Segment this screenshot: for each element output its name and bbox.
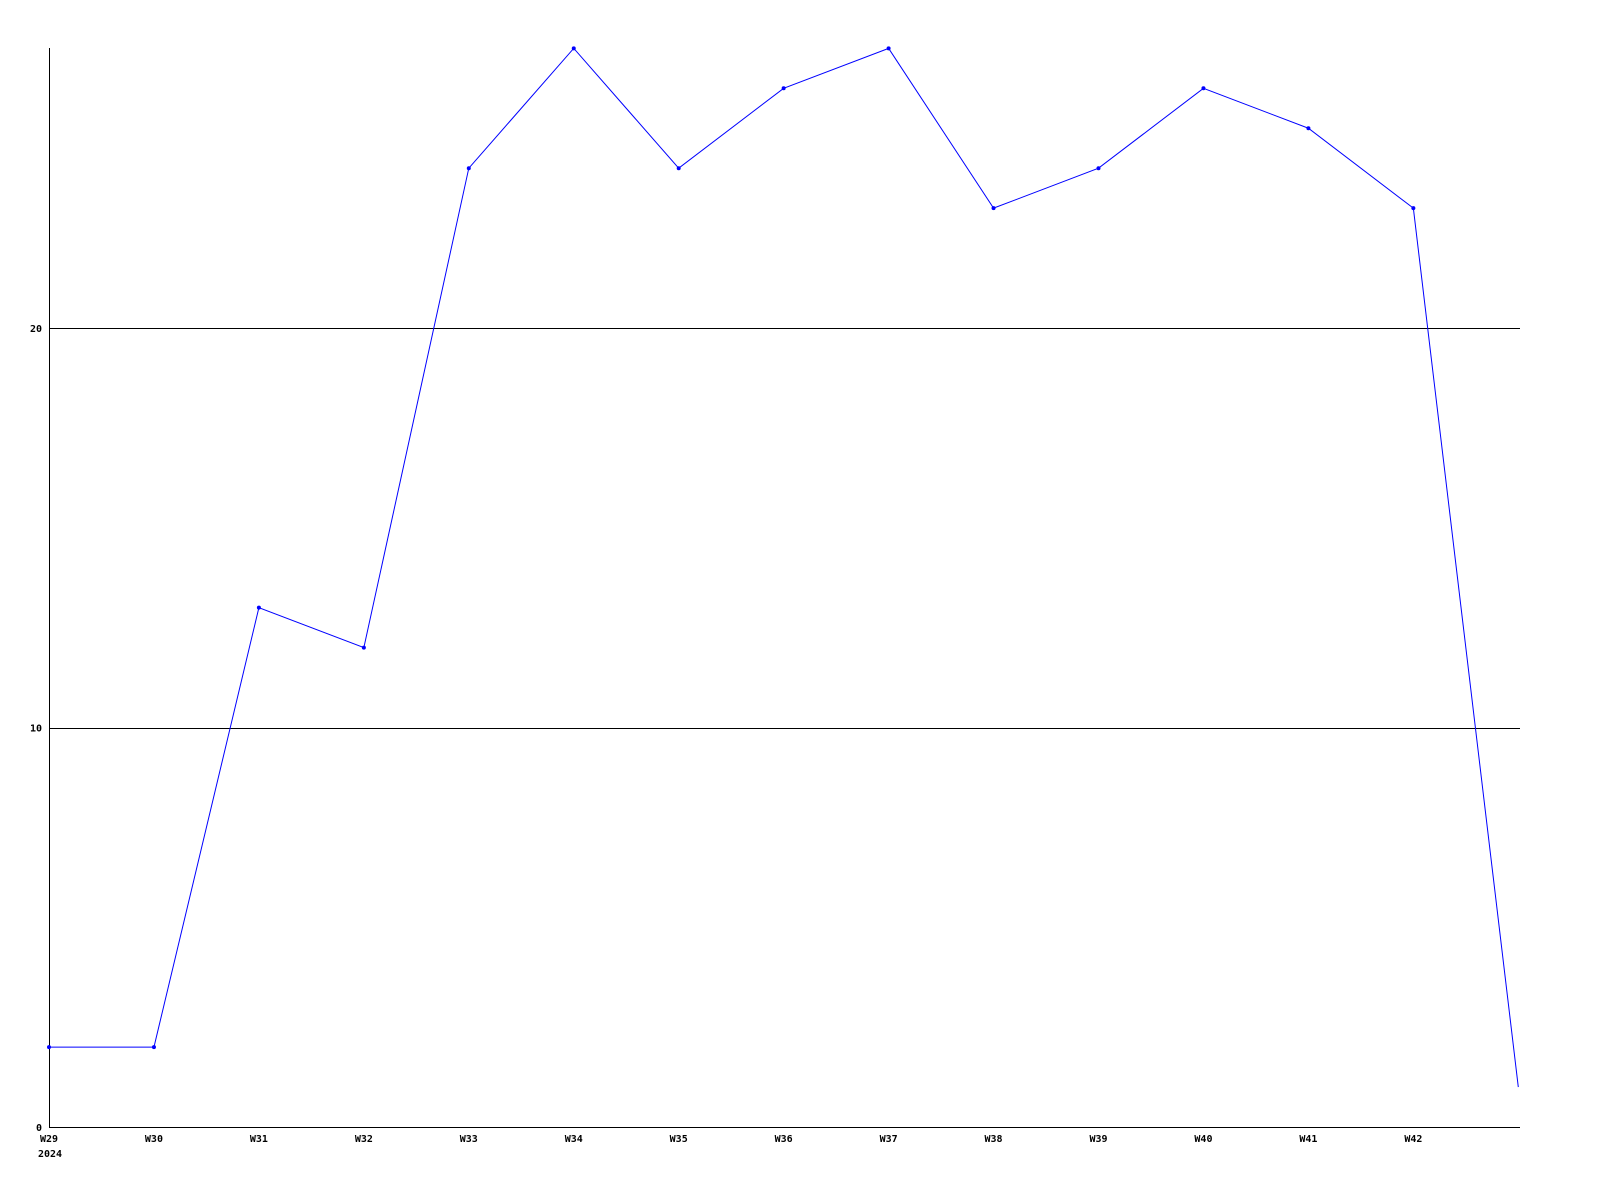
data-point-W31 [256, 605, 261, 610]
x-tick-label: W42 [1404, 1134, 1422, 1145]
data-point-W32 [361, 645, 366, 650]
x-tick-label: W36 [775, 1134, 793, 1145]
x-tick-label: W34 [565, 1134, 583, 1145]
y-tick-label: 0 [36, 1123, 42, 1134]
x-tick-label: W29 [40, 1134, 58, 1145]
data-point-W37 [886, 46, 891, 51]
x-tick-labels: 2024 W29 W30 W31 W32 W33 W34 W35 W36 W37 W38 W39 W4… [38, 1134, 1422, 1160]
data-point-W33 [466, 166, 471, 171]
x-tick-label: W33 [460, 1134, 478, 1145]
data-point-W42 [1411, 206, 1416, 211]
data-point-W29 [47, 1045, 51, 1050]
x-tick-label: W30 [145, 1134, 163, 1145]
axes [49, 48, 1520, 1128]
data-point-W38 [991, 206, 996, 211]
data-point-W40 [1201, 86, 1206, 91]
x-tick-label: W32 [355, 1134, 373, 1145]
data-point-W36 [781, 86, 786, 91]
x-tick-label: W41 [1299, 1134, 1317, 1145]
x-tick-label: W35 [670, 1134, 688, 1145]
data-point-W30 [151, 1045, 156, 1050]
x-tick-label: W40 [1194, 1134, 1212, 1145]
x-tick-label: W39 [1089, 1134, 1107, 1145]
x-tick-label: W37 [880, 1134, 898, 1145]
gridlines [49, 328, 1520, 729]
data-point-W35 [676, 166, 681, 171]
y-tick-labels: 0 10 20 [30, 324, 42, 1134]
x-tick-label: W38 [985, 1134, 1003, 1145]
series [47, 46, 1519, 1088]
x-tick-label: W31 [250, 1134, 268, 1145]
x-year-label: 2024 [38, 1149, 62, 1160]
data-point-W41 [1306, 126, 1311, 131]
y-tick-label: 20 [30, 324, 42, 335]
series-line [49, 47, 1519, 1088]
y-tick-label: 10 [30, 724, 42, 735]
data-point-W39 [1096, 166, 1101, 171]
data-point-W34 [571, 46, 576, 51]
